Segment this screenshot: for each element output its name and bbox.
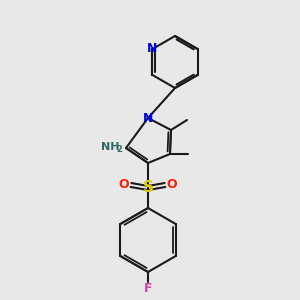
Text: N: N xyxy=(143,112,153,124)
Text: S: S xyxy=(142,181,154,196)
Text: F: F xyxy=(144,283,152,296)
Text: N: N xyxy=(147,43,158,56)
Text: O: O xyxy=(119,178,129,191)
Text: 2: 2 xyxy=(116,146,122,154)
Text: O: O xyxy=(167,178,177,191)
Text: NH: NH xyxy=(101,142,119,152)
